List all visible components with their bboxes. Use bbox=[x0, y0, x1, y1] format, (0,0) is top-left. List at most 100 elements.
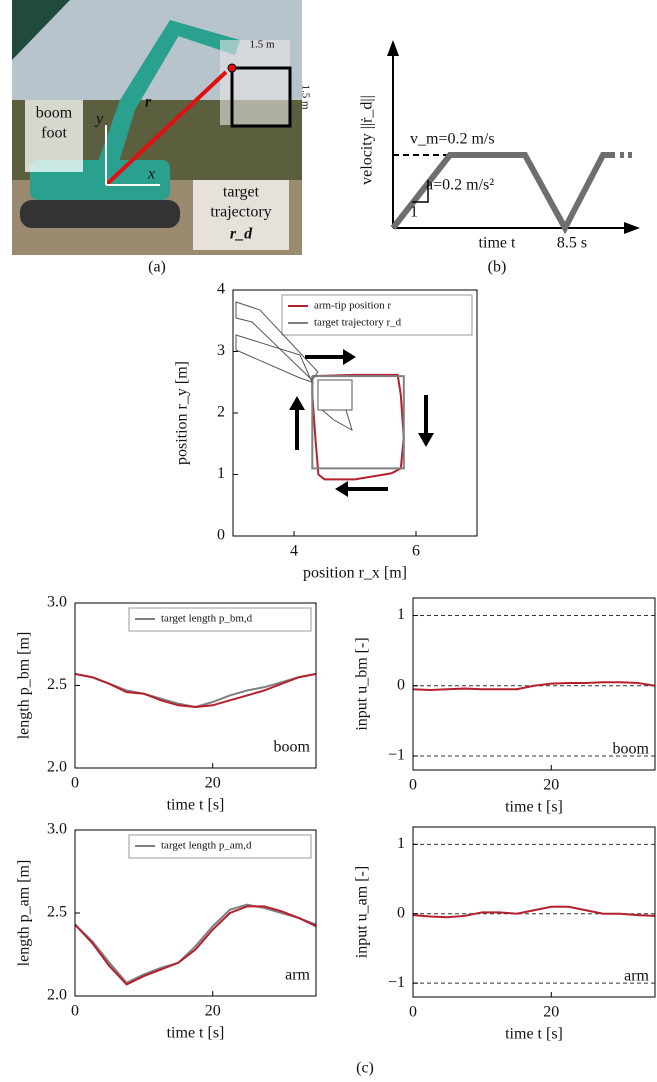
slope-triangle bbox=[412, 180, 429, 203]
x-tick-label: 0 bbox=[409, 1004, 417, 1021]
xy-decoration bbox=[235, 301, 353, 432]
legend-box bbox=[128, 834, 312, 859]
boom-label-bg bbox=[25, 100, 83, 172]
y-label: velocity ||ṙ_d|| bbox=[359, 95, 376, 185]
arrow bbox=[424, 395, 428, 435]
y-tick-label: 2.5 bbox=[47, 904, 67, 921]
legend-label: arm-tip position r bbox=[314, 300, 391, 312]
legend-box bbox=[281, 294, 473, 336]
velocity-diagram: velocity ||ṙ_d|| v_m=0.2 m/s a=0.2 m/s² … bbox=[359, 40, 640, 276]
target-label: target bbox=[223, 184, 260, 201]
y-tick-label: 0 bbox=[217, 527, 225, 544]
corner bbox=[12, 0, 70, 60]
x-tick-label: 0 bbox=[71, 775, 79, 792]
x-axis-label: time t [s] bbox=[167, 1025, 225, 1042]
y-axis-label: position r_y [m] bbox=[174, 361, 191, 465]
arrow bbox=[305, 355, 345, 359]
series-line bbox=[311, 375, 405, 470]
x-tick-label: 20 bbox=[205, 775, 221, 792]
tracks bbox=[20, 200, 180, 228]
slope-label: 1 bbox=[410, 204, 418, 221]
bucket-tip bbox=[320, 409, 353, 432]
annotation: boom bbox=[613, 741, 650, 758]
x-tick-label: 4 bbox=[290, 543, 298, 560]
velocity-profile bbox=[390, 152, 615, 235]
y-tick-label: −1 bbox=[388, 974, 405, 991]
x-tick-label: 0 bbox=[71, 1003, 79, 1020]
annotation: boom bbox=[274, 739, 311, 756]
series-line bbox=[74, 672, 317, 708]
panel-label: (b) bbox=[488, 259, 507, 276]
r-vector bbox=[104, 70, 228, 187]
y-tick-label: 1 bbox=[397, 835, 405, 852]
x-axis-label: time t [s] bbox=[505, 1026, 563, 1043]
arrow bbox=[289, 396, 305, 410]
arrow bbox=[335, 481, 348, 497]
boom-label: boom bbox=[36, 105, 73, 122]
plot-frame bbox=[74, 602, 317, 769]
legend-label: target trajectory r_d bbox=[314, 317, 402, 329]
y-axis-label: input u_am [-] bbox=[354, 866, 371, 958]
legend-label: target length p_bm,d bbox=[161, 613, 253, 625]
height-label: 1.5 m bbox=[299, 84, 311, 110]
x-axis-label: time t [s] bbox=[505, 799, 563, 816]
target-symbol: r_d bbox=[230, 226, 253, 243]
annotation: arm bbox=[285, 967, 310, 984]
y-axis-label: length p_bm [m] bbox=[16, 632, 33, 740]
vector-label: r bbox=[145, 94, 152, 111]
x-axis-label: position r_x [m] bbox=[303, 565, 407, 582]
width-label: 1.5 m bbox=[249, 39, 275, 51]
x-label: time t bbox=[479, 235, 516, 252]
target-label: trajectory bbox=[210, 204, 271, 221]
x-axis-label: x bbox=[147, 166, 155, 183]
plot-frame bbox=[232, 289, 478, 537]
time-label: 8.5 s bbox=[557, 235, 587, 252]
y-axis-label: y bbox=[94, 111, 104, 128]
boom bbox=[95, 20, 185, 175]
photo: 1.5 m 1.5 m r boom foot y x target traje… bbox=[12, 0, 311, 276]
series-line bbox=[412, 681, 656, 691]
boom-label: foot bbox=[41, 125, 67, 142]
arrow-head bbox=[387, 40, 399, 56]
a-label: a=0.2 m/s² bbox=[426, 177, 494, 194]
vm-label: v_m=0.2 m/s bbox=[410, 131, 495, 148]
arrow bbox=[343, 349, 356, 365]
y-tick-label: 0 bbox=[397, 676, 405, 693]
bucket-sketch bbox=[317, 379, 353, 411]
boom-sketch bbox=[235, 334, 313, 383]
target-square bbox=[230, 66, 292, 128]
series-line bbox=[311, 373, 405, 481]
arrow-head bbox=[624, 222, 640, 234]
arm-sketch bbox=[235, 301, 319, 381]
y-tick-label: 3.0 bbox=[47, 594, 67, 611]
x-tick-label: 20 bbox=[205, 1003, 221, 1020]
x-tick-label: 6 bbox=[412, 543, 420, 560]
x-tick-label: 0 bbox=[409, 777, 417, 794]
x-axis-label: time t [s] bbox=[167, 797, 225, 814]
legend-label: target length p_am,d bbox=[161, 840, 252, 852]
panel-label: (a) bbox=[148, 259, 166, 276]
y-tick-label: 3.0 bbox=[47, 821, 67, 838]
series-line bbox=[74, 672, 317, 708]
y-tick-label: 1 bbox=[217, 465, 225, 482]
y-tick-label: 2.0 bbox=[47, 987, 67, 1004]
y-tick-label: 3 bbox=[217, 342, 225, 359]
direction-arrows bbox=[289, 349, 434, 497]
plot-frame bbox=[412, 826, 656, 998]
series-line bbox=[412, 905, 656, 919]
arrow bbox=[295, 408, 299, 450]
legend-box bbox=[128, 607, 312, 632]
y-tick-label: 2 bbox=[217, 404, 225, 421]
y-tick-label: 0 bbox=[397, 904, 405, 921]
arrow bbox=[418, 433, 434, 447]
y-tick-label: −1 bbox=[388, 747, 405, 764]
x-tick-label: 20 bbox=[543, 777, 559, 794]
y-axis-label: input u_bm [-] bbox=[354, 637, 371, 730]
series-line bbox=[74, 903, 317, 984]
tip bbox=[227, 63, 237, 73]
y-tick-label: 4 bbox=[217, 281, 225, 298]
target-label-bg bbox=[193, 180, 289, 250]
y-tick-label: 2.5 bbox=[47, 676, 67, 693]
